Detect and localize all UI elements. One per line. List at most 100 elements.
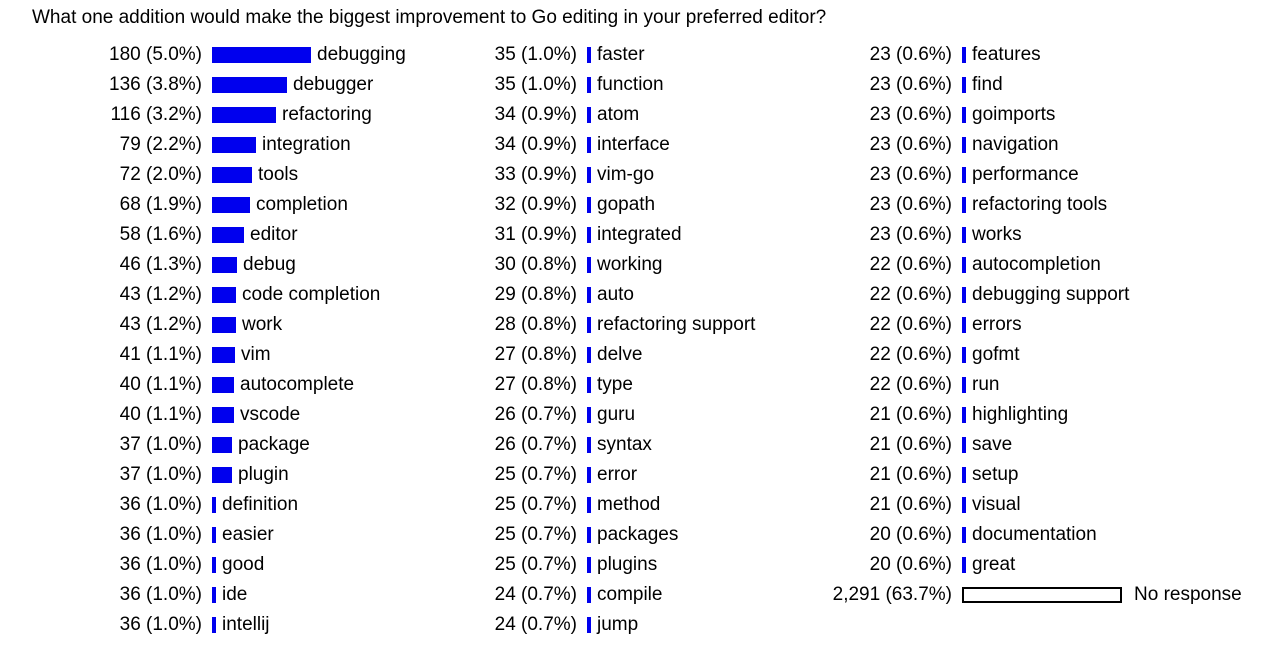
bar — [587, 227, 591, 243]
bar-category-label: refactoring tools — [972, 194, 1108, 215]
bar — [212, 47, 311, 63]
bar-row: 31 (0.9%) integrated — [0, 220, 682, 250]
bar-row: 46 (1.3%) debug — [0, 250, 296, 280]
bar — [212, 137, 256, 153]
bar-category-label: save — [972, 434, 1013, 455]
bar-row: 58 (1.6%) editor — [0, 220, 298, 250]
bar-row: 23 (0.6%) find — [0, 70, 1003, 100]
bar-row: 72 (2.0%) tools — [0, 160, 299, 190]
bar-category-label: delve — [597, 344, 643, 365]
bar-value-label: 37 (1.0%) — [119, 464, 202, 485]
bar-category-label: interface — [597, 134, 670, 155]
bar-value-label: 20 (0.6%) — [869, 554, 952, 575]
bar-row: 34 (0.9%) atom — [0, 100, 640, 130]
bar-row: 27 (0.8%) type — [0, 370, 633, 400]
bar-category-label: performance — [972, 164, 1079, 185]
bar — [212, 167, 252, 183]
bar-row: 27 (0.8%) delve — [0, 340, 643, 370]
bar-row: 26 (0.7%) syntax — [0, 430, 652, 460]
bar — [212, 347, 235, 363]
bar-value-label: 180 (5.0%) — [109, 44, 202, 65]
bar-category-label: gopath — [597, 194, 656, 215]
bar — [212, 107, 276, 123]
bar-row: 37 (1.0%) package — [0, 430, 310, 460]
bar-value-label: 72 (2.0%) — [119, 164, 202, 185]
bar-row: 2,291 (63.7%) No response — [0, 580, 1242, 610]
bar-row: 22 (0.6%) errors — [0, 310, 1022, 340]
bar-category-label: navigation — [972, 134, 1059, 155]
bar-category-label: jump — [597, 614, 639, 635]
bar — [212, 437, 232, 453]
bar — [962, 317, 966, 333]
bar-value-label: 22 (0.6%) — [869, 314, 952, 335]
bar-row: 24 (0.7%) jump — [0, 610, 639, 640]
bar-value-label: 26 (0.7%) — [494, 404, 577, 425]
bar-category-label: guru — [597, 404, 636, 425]
bar — [587, 287, 591, 303]
bar — [587, 197, 591, 213]
bar-row: 180 (5.0%) debugging — [0, 40, 406, 70]
bar-category-label: refactoring support — [597, 314, 756, 335]
bar-row: 23 (0.6%) goimports — [0, 100, 1056, 130]
bar — [212, 467, 232, 483]
bar — [587, 377, 591, 393]
bar — [587, 347, 591, 363]
bar-category-label: vim-go — [597, 164, 655, 185]
bar-value-label: 22 (0.6%) — [869, 374, 952, 395]
bar-category-label: debugging support — [972, 284, 1130, 305]
bar-category-label: integration — [262, 134, 351, 155]
bar-row: 23 (0.6%) features — [0, 40, 1041, 70]
bar-value-label: 2,291 (63.7%) — [832, 584, 952, 605]
bar — [212, 617, 216, 633]
bar-row: 22 (0.6%) gofmt — [0, 340, 1020, 370]
bar-value-label: 23 (0.6%) — [869, 194, 952, 215]
bar — [212, 287, 236, 303]
bar-value-label: 21 (0.6%) — [869, 494, 952, 515]
bar — [962, 77, 966, 93]
bar-row: 43 (1.2%) work — [0, 310, 283, 340]
bar-value-label: 21 (0.6%) — [869, 434, 952, 455]
bar — [587, 137, 591, 153]
bar — [962, 227, 966, 243]
bar — [212, 527, 216, 543]
bar-category-label: syntax — [597, 434, 652, 455]
bar — [962, 407, 966, 423]
bar — [962, 467, 966, 483]
bar-category-label: error — [597, 464, 638, 485]
bar-row: 23 (0.6%) works — [0, 220, 1022, 250]
bar-value-label: 23 (0.6%) — [869, 164, 952, 185]
bar-value-label: 136 (3.8%) — [109, 74, 202, 95]
bar-row: 29 (0.8%) auto — [0, 280, 634, 310]
bar-row: 41 (1.1%) vim — [0, 340, 271, 370]
bar — [962, 437, 966, 453]
bar-row: 21 (0.6%) visual — [0, 490, 1021, 520]
bar-value-label: 43 (1.2%) — [119, 284, 202, 305]
bar-category-label: autocompletion — [972, 254, 1101, 275]
bar-value-label: 29 (0.8%) — [494, 284, 577, 305]
bar-row: 25 (0.7%) packages — [0, 520, 679, 550]
bar-value-label: 22 (0.6%) — [869, 254, 952, 275]
bar-value-label: 36 (1.0%) — [119, 614, 202, 635]
bar-value-label: 46 (1.3%) — [119, 254, 202, 275]
bar-value-label: 25 (0.7%) — [494, 464, 577, 485]
bar-value-label: 27 (0.8%) — [494, 374, 577, 395]
bar-value-label: 25 (0.7%) — [494, 494, 577, 515]
bar-row: 68 (1.9%) completion — [0, 190, 348, 220]
bar — [212, 317, 236, 333]
bar — [587, 527, 591, 543]
bar-row: 40 (1.1%) autocomplete — [0, 370, 354, 400]
bar-value-label: 32 (0.9%) — [494, 194, 577, 215]
bar-value-label: 31 (0.9%) — [494, 224, 577, 245]
bar-category-label: debugging — [317, 44, 406, 65]
bar-value-label: 27 (0.8%) — [494, 344, 577, 365]
bar — [962, 197, 966, 213]
bar — [212, 497, 216, 513]
bar — [587, 617, 591, 633]
bar-row: 21 (0.6%) setup — [0, 460, 1019, 490]
bar-category-label: documentation — [972, 524, 1097, 545]
bar — [962, 497, 966, 513]
bar-row: 79 (2.2%) integration — [0, 130, 351, 160]
bar-value-label: 36 (1.0%) — [119, 524, 202, 545]
bar-category-label: integrated — [597, 224, 682, 245]
bar-row: 28 (0.8%) refactoring support — [0, 310, 756, 340]
